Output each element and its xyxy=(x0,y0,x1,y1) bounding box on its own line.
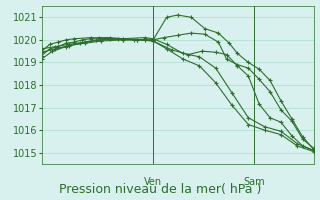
Text: Ven: Ven xyxy=(144,177,162,187)
Text: Sam: Sam xyxy=(243,177,265,187)
Text: Pression niveau de la mer( hPa ): Pression niveau de la mer( hPa ) xyxy=(59,183,261,196)
